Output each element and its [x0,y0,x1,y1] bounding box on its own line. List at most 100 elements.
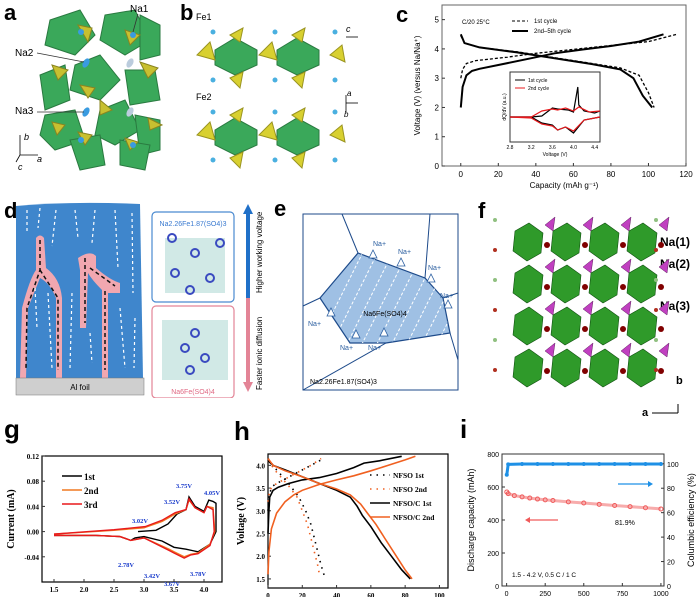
sodium-atoms [78,29,136,148]
so4-tetrahedron [229,107,244,123]
x-tick-label: 100 [642,170,656,179]
so4-tetrahedron [291,151,306,170]
y-tick-label: -0.04 [24,554,39,562]
inset-x-tick-label: 4.0 [570,145,577,151]
chart-g: 1.52.02.53.03.54.0-0.040.000.040.080.12V… [6,453,223,594]
feo6-octahedron [626,222,658,262]
panel-g: g 1.5 2.0 2.5 3.0 3.5 4.0 -0.04 0.00 0.04 0.08 0.1… [0,414,230,597]
inset-series-line [510,86,601,118]
axis-c-top: c [346,24,351,34]
series-line [267,457,322,502]
series-line [267,455,416,575]
panel-i: i 025050075010000200400600800Cycle numbe… [460,414,700,597]
y2-tick-label: 0 [667,584,671,591]
y-tick-label: 600 [487,485,499,492]
feo6-octahedron [550,264,582,304]
so4-tetrahedron [582,216,594,232]
feo6-octahedron [512,348,544,388]
x-tick-label: 250 [539,591,551,597]
y-tick-label: 3 [435,74,440,83]
grain-boundaries [302,213,459,391]
x-tick-label: 80 [606,170,615,179]
fe2-chain [196,107,346,170]
series-line [53,498,216,558]
series-line [459,33,653,109]
legend-label: NFSO 1st [393,471,425,480]
so4-tetrahedron [620,342,632,358]
y-axis-label: Voltage (V) (versus Na/Na⁺) [413,35,422,135]
y-tick-label: 200 [487,551,499,558]
series-line [267,455,402,534]
sodium-atom [493,278,497,282]
legend-label: 2nd–5th cycle [534,29,572,35]
axis-a: a [37,154,42,164]
fe1-chain [196,27,346,90]
so4-tetrahedron [658,342,670,358]
site-label-na3: Na3 [15,106,34,117]
na-ion-label: Na+ [368,345,381,352]
sodium-atom-na3 [620,326,626,332]
y-tick-label: 0.12 [27,453,40,461]
peak-annotation: 3.52V [164,499,180,506]
panel-b: b Fe1 Fe2 c a b [180,0,360,190]
peak-annotation: 4.05V [204,490,220,497]
x-tick-label: 500 [578,591,590,597]
y-tick-label: 800 [487,452,499,459]
panel-b-label: b [180,0,194,25]
so4-tetrahedron [544,300,556,316]
site-leader-lines [36,13,139,113]
x-tick-label: 2.0 [80,586,89,594]
y-tick-label: 4.0 [256,462,265,470]
x-tick-label: 4.0 [200,586,209,594]
x-tick-label: 3.5 [170,586,179,594]
inset-x-tick-label: 2.8 [507,145,514,151]
y-tick-label: 0 [435,162,440,171]
sodium-atom-na3 [658,368,664,374]
x-tick-label: 2.5 [110,586,119,594]
panel-e-label: e [274,196,287,221]
y-axis-label: Current (mA) [6,489,17,549]
peak-annotation: 3.42V [144,573,160,580]
y-tick-label: 3.0 [256,508,265,516]
so4-tetrahedron [544,258,556,274]
axis-b: b [676,375,683,387]
so4-tetrahedron [658,216,670,232]
sodium-atom-na3 [582,284,588,290]
legend-label: 1st [84,472,95,482]
feo6-octahedron [214,117,258,156]
y-tick-label: 1.5 [256,576,265,584]
sodium-atom [654,338,658,342]
series-line [53,497,215,559]
electrode-layer [16,202,143,378]
so4-tetrahedron [291,27,306,43]
sodium-atom [493,308,497,312]
x-tick-label: 40 [531,170,540,179]
so4-tetrahedron [620,216,632,232]
sodium-atom [210,109,216,115]
sodium-atom [654,308,658,312]
inset-y-axis-label: dQ/dV (a.u.) [502,93,508,121]
property-arrow: Higher working voltage Faster ionic diff… [240,198,270,398]
legend-label: 3rd [84,500,98,510]
feo6-octahedron [512,264,544,304]
inset-frame [509,71,601,143]
sodium-atom [272,29,278,35]
y-tick-label: 400 [487,518,499,525]
legend-label: 1st cycle [534,19,558,25]
panel-d: d Al foil [0,198,240,398]
na-ion-label: Na+ [398,249,411,256]
so4-tetrahedron [258,41,278,61]
so4-tetrahedron [291,107,306,123]
top-phase-structure [165,233,225,295]
capacity-trend [505,491,662,511]
y-tick-label: 4 [435,45,440,54]
sodium-atom-na3 [658,326,664,332]
peak-annotation: 3.67V [164,581,180,588]
legend-label: 2nd [84,486,99,496]
axis-b: b [24,132,29,142]
legend-label: NFSO 2nd [393,485,428,494]
panel-i-label: i [460,414,468,444]
feo6-octahedron [550,306,582,346]
na-ion-label: Na+ [440,293,453,300]
